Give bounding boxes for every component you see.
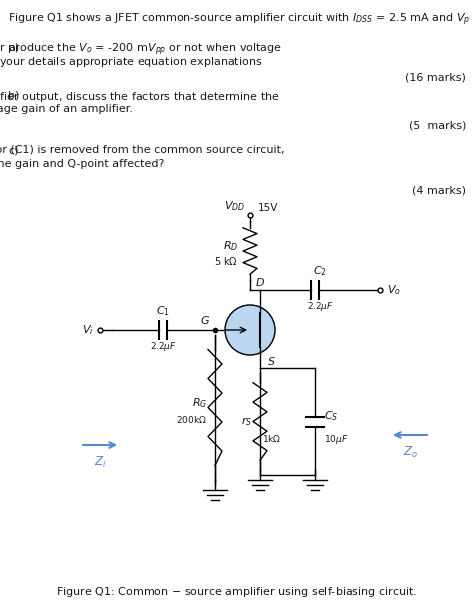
Text: 1k$\Omega$: 1k$\Omega$	[262, 433, 282, 444]
Text: When a source bypass capacitor (C1) is removed from the common source circuit,: When a source bypass capacitor (C1) is r…	[0, 145, 284, 155]
Text: (16 marks): (16 marks)	[405, 72, 466, 82]
Text: $r_S$: $r_S$	[241, 415, 252, 428]
Text: supply, $V_i$ = 30 m$V_{pp}$. Give your details appropriate equation explanation: supply, $V_i$ = 30 m$V_{pp}$. Give your …	[0, 56, 263, 72]
Text: $10\mu F$: $10\mu F$	[324, 433, 348, 447]
Text: $V_{DD}$: $V_{DD}$	[224, 199, 245, 213]
Text: c): c)	[8, 145, 18, 155]
Text: If the $R_L$ is loaded at the amplifier output, discuss the factors that determi: If the $R_L$ is loaded at the amplifier …	[0, 90, 280, 104]
Circle shape	[225, 305, 275, 355]
Text: 15V: 15V	[258, 203, 278, 213]
Text: b): b)	[8, 90, 19, 100]
Text: $2.2\mu F$: $2.2\mu F$	[307, 300, 333, 313]
Text: $C_S$: $C_S$	[324, 410, 338, 424]
Text: a): a)	[8, 42, 19, 52]
Text: G: G	[201, 316, 209, 326]
Text: $V_o$: $V_o$	[387, 283, 401, 297]
Text: D: D	[256, 278, 264, 288]
Text: $C_1$: $C_1$	[156, 304, 171, 318]
Text: $V_i$: $V_i$	[82, 323, 94, 337]
Text: $Z_o$: $Z_o$	[402, 445, 418, 460]
Text: $R_D$: $R_D$	[223, 239, 238, 253]
Text: Figure Q1: Common $-$ source amplifier using self-biasing circuit.: Figure Q1: Common $-$ source amplifier u…	[56, 585, 418, 599]
Text: (5  marks): (5 marks)	[409, 120, 466, 130]
Text: (4 marks): (4 marks)	[412, 185, 466, 195]
Text: $R_G$: $R_G$	[191, 396, 207, 410]
Text: how are the gain and Q-point affected?: how are the gain and Q-point affected?	[0, 159, 164, 169]
Text: $C_2$: $C_2$	[313, 264, 327, 278]
Text: 5 k$\Omega$: 5 k$\Omega$	[214, 255, 238, 267]
Text: Figure Q1 shows a JFET common-source amplifier circuit with $I_{DSS}$ = 2.5 mA a: Figure Q1 shows a JFET common-source amp…	[8, 12, 474, 28]
Text: $2.2\mu F$: $2.2\mu F$	[150, 340, 177, 353]
Text: voltage gain of an amplifier.: voltage gain of an amplifier.	[0, 104, 134, 114]
Text: S: S	[268, 357, 275, 367]
Text: $Z_i$: $Z_i$	[94, 455, 106, 470]
Text: 200k$\Omega$: 200k$\Omega$	[176, 414, 207, 425]
Text: Examine weather that amplifier produce the $V_o$ = -200 m$V_{pp}$ or not when vo: Examine weather that amplifier produce t…	[0, 42, 282, 58]
